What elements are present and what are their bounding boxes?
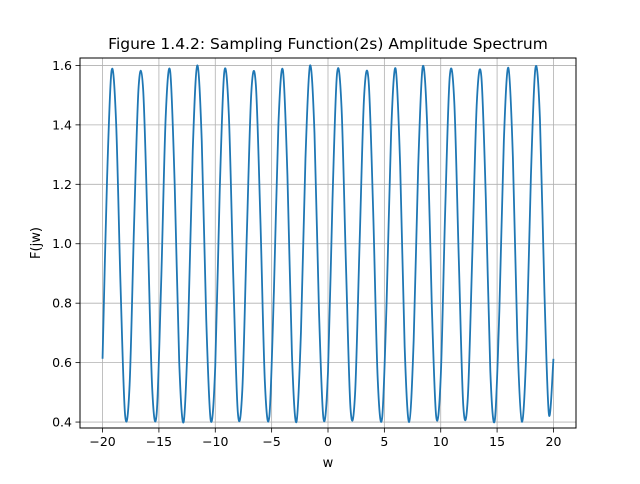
series-line	[101, 64, 555, 424]
x-tick-label: 15	[489, 434, 505, 449]
chart-title: Figure 1.4.2: Sampling Function(2s) Ampl…	[108, 35, 548, 53]
x-tick-label: −10	[202, 434, 228, 449]
x-tick-label: 0	[324, 434, 332, 449]
y-axis-label: F(jw)	[29, 227, 44, 259]
x-tick-label: −15	[146, 434, 172, 449]
y-tick-label: 0.4	[52, 415, 72, 430]
y-tick-label: 1.4	[52, 117, 72, 132]
x-tick-label: −20	[89, 434, 115, 449]
x-tick-label: 5	[380, 434, 388, 449]
y-tick-label: 0.8	[52, 296, 72, 311]
y-tick-label: 1.6	[52, 58, 72, 73]
y-tick-label: 0.6	[52, 355, 72, 370]
y-tick-label: 1.0	[52, 236, 72, 251]
x-tick-label: −5	[262, 434, 280, 449]
x-tick-label: 20	[546, 434, 562, 449]
y-tick-label: 1.2	[52, 177, 72, 192]
x-tick-label: 10	[433, 434, 449, 449]
ticks: −20 −15 −10 −5 0 5 10 15 20 0.4 0.6 0.8 1.0 1.2 1.4 1.6	[52, 58, 561, 449]
x-axis-label: w	[323, 456, 334, 471]
plot-lines	[101, 64, 555, 424]
